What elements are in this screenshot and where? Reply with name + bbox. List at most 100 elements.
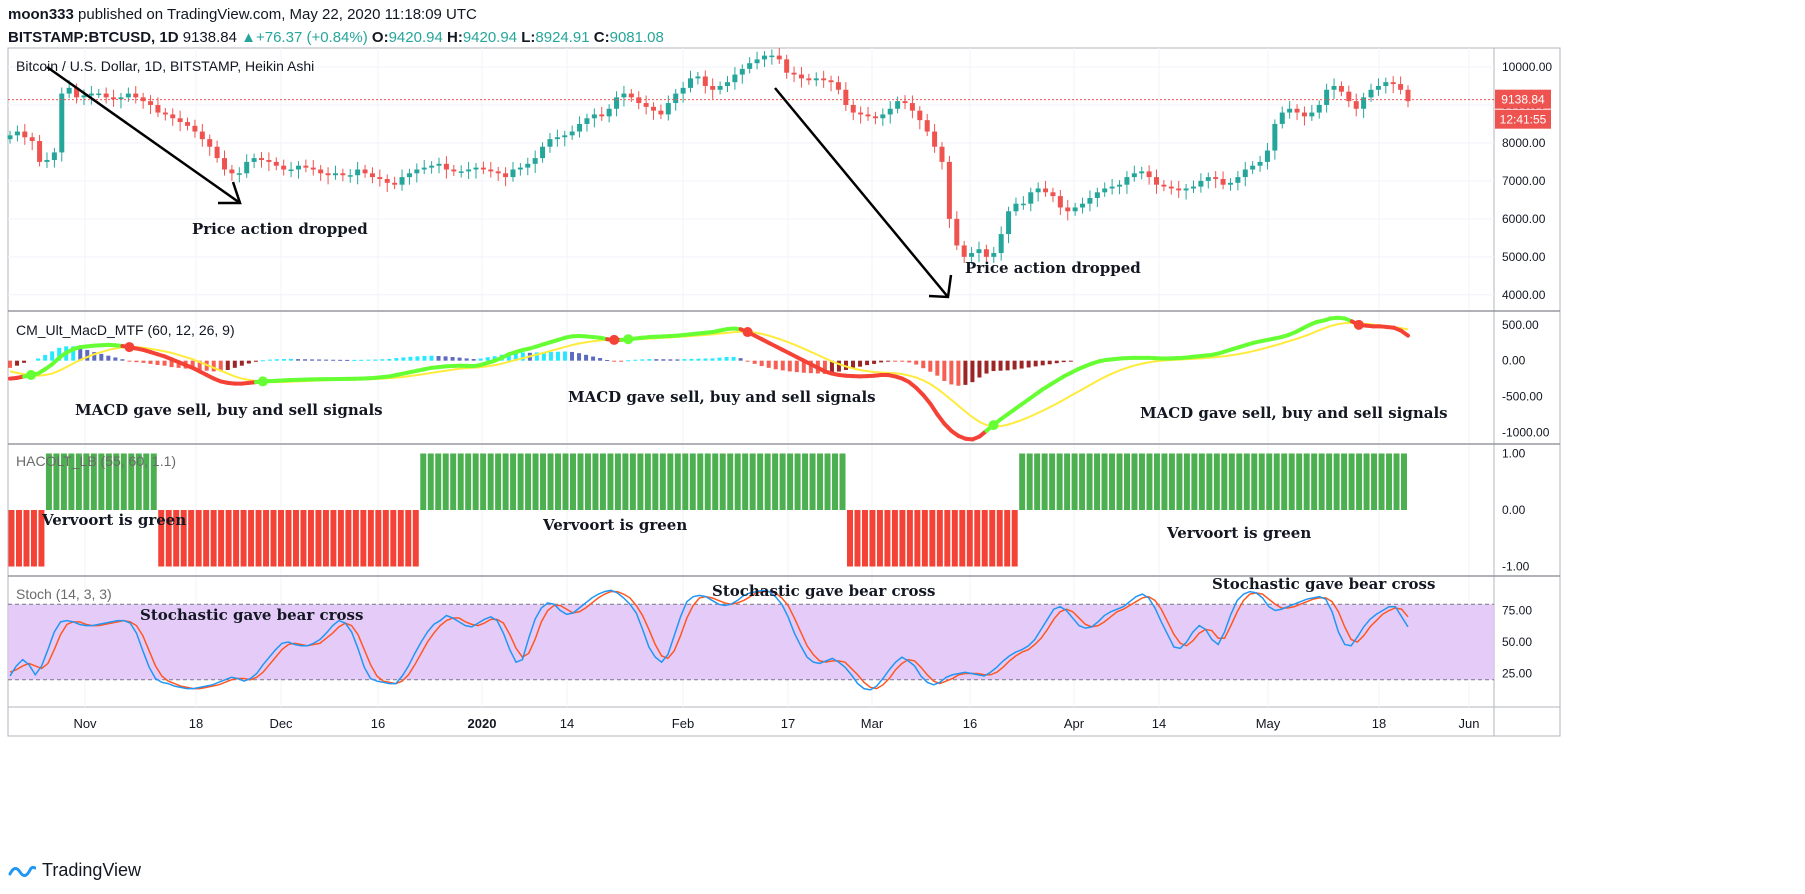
candle-body [517,167,523,170]
macd-histogram-bar [450,357,455,361]
price-change: ▲+76.37 (+0.84%) [241,29,368,46]
macd-cross-dot [26,369,37,380]
candle-body [747,63,753,69]
hacolt-bar [1281,453,1288,510]
candle-body [429,165,435,168]
candle-body [347,175,353,177]
hacolt-bar [218,510,225,567]
candle-body [1102,188,1108,193]
candle-body [1013,203,1019,212]
candle-body [1028,192,1034,204]
arrow-head-1 [218,181,242,205]
macd-histogram-bar [893,360,898,362]
candle-body [880,114,886,119]
hacolt-bar [1221,453,1228,510]
hacolt-bar [569,453,576,510]
candle-body [636,97,642,104]
hacolt-bar [278,510,285,567]
macd-line-segment [1398,328,1410,338]
macd-histogram-bar [942,360,947,381]
hacolt-bar [1131,453,1138,510]
hacolt-bar [1183,453,1190,510]
macd-histogram-bar [759,360,764,367]
macd-histogram-bar [851,360,856,369]
candle-body [1294,108,1300,113]
candle-body [1338,85,1344,92]
macd-histogram-bar [584,354,589,361]
candle-body [1213,177,1219,179]
candle-body [1161,184,1167,187]
macd-histogram-bar [1005,360,1010,371]
macd-histogram-bar [886,360,891,362]
macd-histogram-bar [949,360,954,385]
hacolt-bar [1109,453,1116,510]
macd-histogram-bar [303,359,308,361]
candle-body [495,171,501,174]
candle-body [377,177,383,179]
candle-body [835,82,841,90]
macd-histogram-bar [436,356,441,361]
macd-histogram-bar [331,359,336,361]
macd-histogram-bar [977,360,982,378]
macd-histogram-bar [647,359,652,361]
candle-body [229,169,235,174]
macd-histogram-bar [541,352,546,361]
hacolt-bar [884,510,891,567]
candle-body [658,110,664,115]
publisher-name[interactable]: moon333 [8,6,74,23]
macd-histogram-bar [717,357,722,361]
hacolt-bar [330,510,337,567]
candle-body [1020,203,1026,206]
candle-body [510,169,516,178]
hacolt-bar [1258,453,1265,510]
macd-histogram-bar [274,359,279,361]
hacolt-bar [158,510,165,567]
hacolt-bar [405,510,412,567]
macd-histogram-bar [682,359,687,361]
candle-body [103,93,109,98]
candle-body [59,93,65,153]
hacolt-bar [824,453,831,510]
chart-frame [7,47,1561,737]
macd-histogram-bar [415,356,420,361]
hacolt-bar [345,510,352,567]
hacolt-bar [614,453,621,510]
macd-histogram-bar [879,360,884,363]
stoch-k-line [9,589,1409,691]
macd-histogram-bar [984,360,989,374]
candle-body [924,120,930,132]
candle-body [702,76,708,86]
candle-body [1324,89,1330,105]
candle-body [643,103,649,107]
candle-body [399,177,405,185]
hacolt-bar [315,510,322,567]
hacolt-bar [285,510,292,567]
stoch-axis-label: 75.00 [1502,604,1532,618]
macd-histogram-bar [1061,360,1066,363]
candle-body [214,146,220,159]
footer-brand[interactable]: TradingView [8,860,141,881]
hacolt-bar [427,453,434,510]
hacolt-bar [240,510,247,567]
hacolt-axis-label: 1.00 [1502,446,1526,460]
open-label: O: [371,29,389,46]
annotation-text: Stochastic gave bear cross [1212,575,1435,593]
macd-histogram-bar [43,354,48,361]
hacolt-bar [98,453,105,510]
hacolt-bar [1378,453,1385,510]
price-axis-label: 10000.00 [1502,60,1552,74]
time-axis-label: 2020 [468,716,497,731]
hacolt-bar [75,453,82,510]
hacolt-bar [120,453,127,510]
hacolt-bar [135,453,142,510]
candle-body [695,76,701,79]
hacolt-bar [300,510,307,567]
macd-histogram-bar [394,358,399,361]
candle-body [369,173,375,178]
hacolt-bar [1101,453,1108,510]
macd-histogram-bar [970,360,975,383]
candle-body [14,131,20,136]
candle-body [1353,101,1359,109]
hacolt-bar [547,453,554,510]
